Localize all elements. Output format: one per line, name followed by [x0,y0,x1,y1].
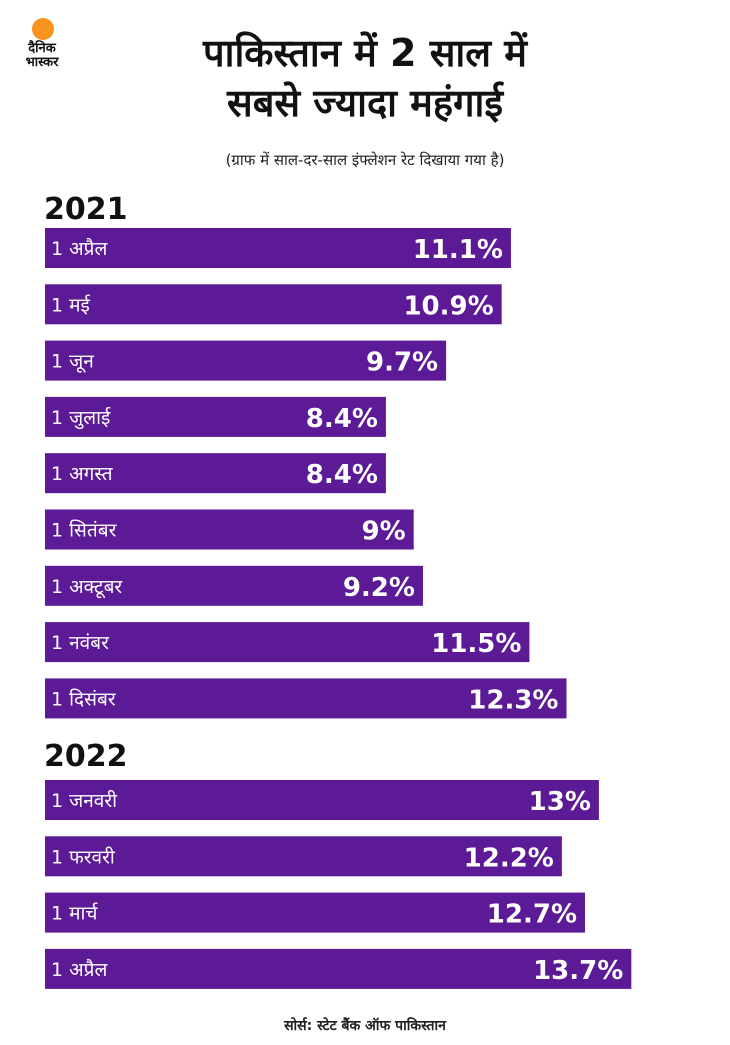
bar-category-label: 1 जनवरी [51,789,118,812]
bar-category-label: 1 अगस्त [51,463,114,485]
bar-value-label: 8.4% [306,460,378,490]
year-label-2022: 2022 [44,739,128,774]
bar-value-label: 9.7% [366,348,438,378]
bar-2022-3 [45,948,632,989]
bar-category-label: 1 अप्रैल [51,958,108,981]
bar-value-label: 12.7% [487,900,577,930]
bar-2021-6 [45,565,423,606]
chart-subtitle: (ग्राफ में साल-दर-साल इंफ्लेशन रेट दिखाय… [225,151,505,169]
title-line-1: पाकिस्तान में 2 साल में [203,31,527,75]
bar-2021-7 [45,622,530,663]
bar-value-label: 8.4% [306,404,378,434]
bar-2021-8 [45,678,567,719]
bar-value-label: 9% [362,517,406,547]
source-note: सोर्स: स्टेट बैंक ऑफ पाकिस्तान [284,1018,446,1034]
bar-2021-1 [45,284,502,325]
bar-category-label: 1 मार्च [51,902,98,925]
title-line-2: सबसे ज्यादा महंगाई [227,81,503,125]
logo-line-1: दैनिक [28,41,56,56]
bar-value-label: 13.7% [533,956,623,986]
bar-2022-0 [45,780,599,820]
bar-category-label: 1 दिसंबर [51,687,117,710]
bar-2021-0 [45,228,511,268]
logo-line-2: भास्कर [25,55,59,70]
logo-text: दैनिक भास्कर [12,42,72,70]
bar-value-label: 11.5% [431,629,521,659]
bar-2021-4 [45,453,386,494]
page-title: पाकिस्तान में 2 साल में सबसे ज्यादा महंग… [80,28,650,128]
dainik-bhaskar-logo: दैनिक भास्कर [12,18,72,74]
bar-category-label: 1 जून [51,351,94,374]
bar-category-label: 1 अप्रैल [51,237,108,260]
bar-2021-2 [45,340,447,381]
bar-value-label: 13% [529,787,591,817]
bar-2022-1 [45,836,562,877]
bar-value-label: 11.1% [413,235,503,265]
bar-category-label: 1 फरवरी [51,845,116,868]
bar-value-label: 12.2% [464,843,554,873]
bar-2021-5 [45,509,414,550]
bar-category-label: 1 मई [51,293,91,316]
bar-category-label: 1 अक्टूबर [51,576,123,599]
bar-category-label: 1 सितंबर [51,519,118,542]
bar-2021-3 [45,396,386,437]
sun-icon [32,18,54,40]
bar-2022-2 [45,892,586,933]
bar-value-label: 9.2% [343,573,415,603]
year-label-2021: 2021 [44,192,128,227]
bar-value-label: 12.3% [468,685,558,715]
bar-value-label: 10.9% [403,291,493,321]
bar-category-label: 1 नवंबर [51,632,110,654]
bar-category-label: 1 जुलाई [51,406,111,430]
